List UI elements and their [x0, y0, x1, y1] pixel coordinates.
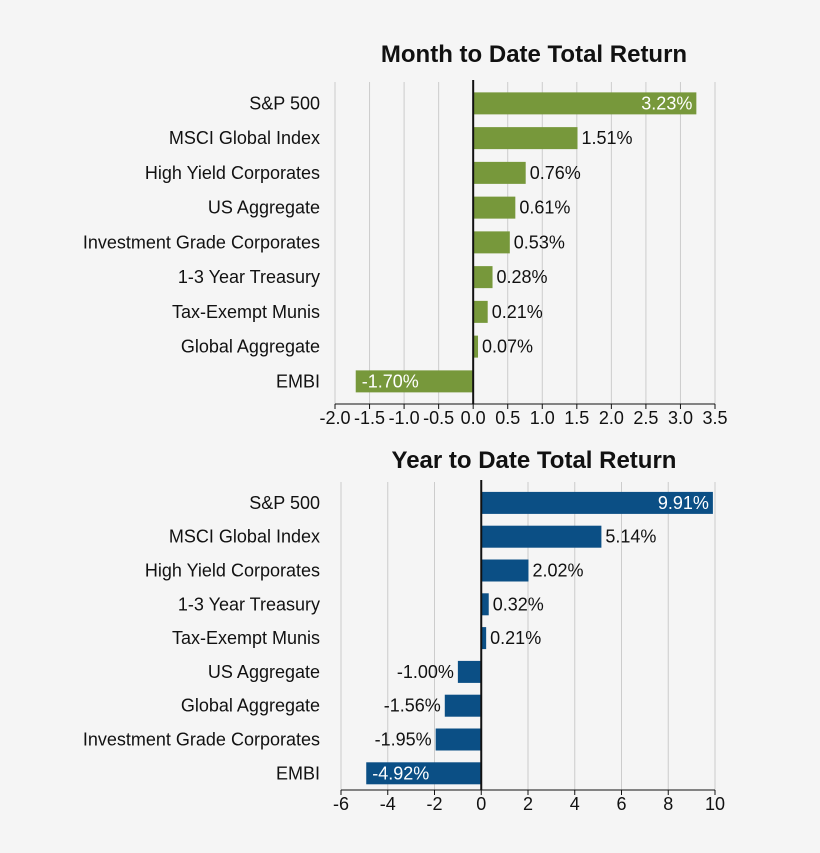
month-to-date-chart: Month to Date Total Return -2.0 -1.5 -1.0 -0… — [83, 41, 728, 428]
x-tick-label: 2 — [523, 794, 533, 814]
bar — [473, 161, 526, 184]
category-label: High Yield Corporates — [145, 163, 320, 183]
category-label: Global Aggregate — [181, 337, 320, 357]
value-label: -1.95% — [375, 730, 432, 750]
value-label: 3.23% — [641, 93, 692, 113]
category-label: S&P 500 — [249, 493, 320, 513]
bar — [473, 92, 697, 115]
year-to-date-chart: Year to Date Total Return -6 -4 -2 0 2 4 6 8 10 S&… — [83, 447, 725, 814]
bar — [473, 231, 510, 254]
bar — [473, 127, 578, 150]
value-label: 2.02% — [532, 561, 583, 581]
x-tick-label: 6 — [616, 794, 626, 814]
x-tick-label: -1.5 — [354, 408, 385, 428]
month-chart-title: Month to Date Total Return — [381, 41, 687, 68]
bar — [473, 196, 516, 219]
x-tick-label: -4 — [380, 794, 396, 814]
category-label: Tax-Exempt Munis — [172, 302, 320, 322]
bar — [473, 335, 479, 358]
bar — [481, 491, 713, 514]
bar — [355, 370, 474, 393]
x-tick-label: 2.0 — [599, 408, 624, 428]
x-tick-label: -2.0 — [319, 408, 350, 428]
category-label: Investment Grade Corporates — [83, 730, 320, 750]
category-label: High Yield Corporates — [145, 561, 320, 581]
category-label: US Aggregate — [208, 662, 320, 682]
value-label: 0.53% — [514, 232, 565, 252]
category-label: 1-3 Year Treasury — [178, 267, 320, 287]
value-label: 0.21% — [490, 628, 541, 648]
bar — [366, 762, 482, 785]
value-label: 0.28% — [497, 267, 548, 287]
x-tick-label: 3.0 — [668, 408, 693, 428]
value-label: 9.91% — [658, 493, 709, 513]
x-tick-label: 4 — [570, 794, 580, 814]
x-tick-label: 1.5 — [564, 408, 589, 428]
x-tick-label: 2.5 — [633, 408, 658, 428]
x-tick-label: -1.0 — [389, 408, 420, 428]
bar — [435, 728, 482, 751]
x-tick-label: 10 — [705, 794, 725, 814]
value-label: 0.61% — [519, 198, 570, 218]
value-label: 5.14% — [605, 527, 656, 547]
x-tick-label: -6 — [333, 794, 349, 814]
bar — [457, 660, 482, 683]
x-tick-label: 0.5 — [495, 408, 520, 428]
category-label: 1-3 Year Treasury — [178, 594, 320, 614]
value-label: -1.70% — [362, 371, 419, 391]
value-label: 0.07% — [482, 337, 533, 357]
bar — [444, 694, 482, 717]
x-tick-label: 8 — [663, 794, 673, 814]
value-label: 0.21% — [492, 302, 543, 322]
year-chart-title: Year to Date Total Return — [392, 447, 677, 474]
x-tick-label: -2 — [426, 794, 442, 814]
category-label: S&P 500 — [249, 93, 320, 113]
value-label: -1.00% — [397, 662, 454, 682]
category-label: EMBI — [276, 763, 320, 783]
bar — [473, 300, 488, 323]
category-label: MSCI Global Index — [169, 527, 320, 547]
value-label: 1.51% — [582, 128, 633, 148]
bar — [481, 593, 489, 616]
x-tick-label: 0.0 — [461, 408, 486, 428]
category-label: Tax-Exempt Munis — [172, 628, 320, 648]
x-tick-label: 0 — [476, 794, 486, 814]
value-label: 0.76% — [530, 163, 581, 183]
category-label: EMBI — [276, 371, 320, 391]
category-label: US Aggregate — [208, 198, 320, 218]
value-label: -1.56% — [384, 696, 441, 716]
bar — [473, 266, 493, 289]
bar — [481, 627, 487, 650]
category-label: MSCI Global Index — [169, 128, 320, 148]
x-tick-label: 3.5 — [702, 408, 727, 428]
bar — [481, 559, 529, 582]
category-label: Global Aggregate — [181, 696, 320, 716]
bar — [481, 525, 602, 548]
x-tick-label: 1.0 — [530, 408, 555, 428]
x-tick-label: -0.5 — [423, 408, 454, 428]
value-label: 0.32% — [493, 594, 544, 614]
category-label: Investment Grade Corporates — [83, 232, 320, 252]
value-label: -4.92% — [372, 763, 429, 783]
